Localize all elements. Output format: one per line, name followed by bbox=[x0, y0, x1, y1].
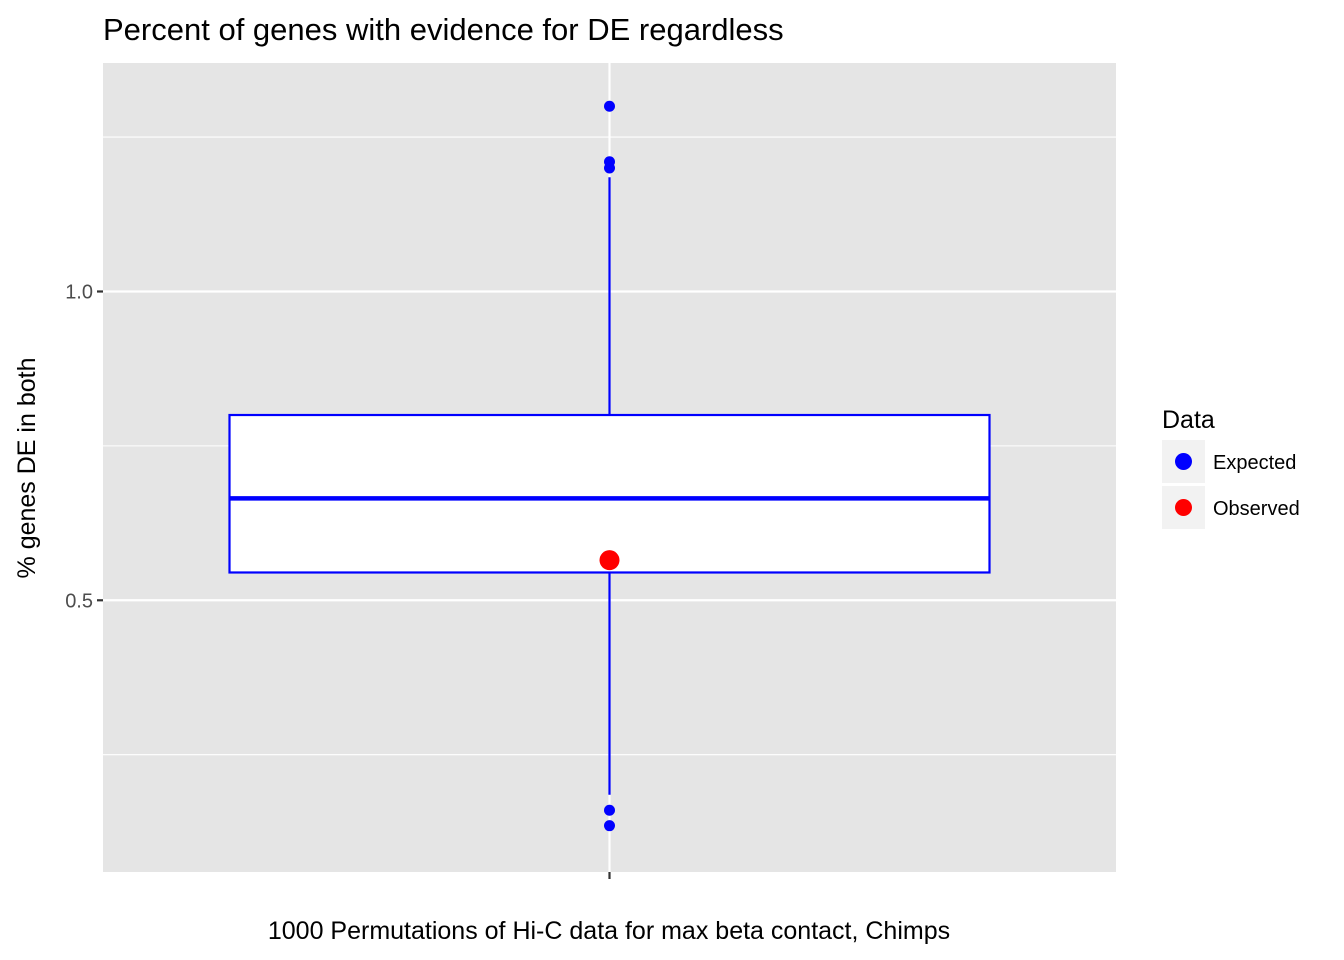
y-axis: 0.5 1.0 bbox=[65, 281, 103, 612]
legend-swatch bbox=[1175, 499, 1192, 516]
boxplot bbox=[228, 177, 991, 795]
outlier-point bbox=[604, 820, 615, 832]
chart-title: Percent of genes with evidence for DE re… bbox=[103, 12, 784, 47]
observed-point bbox=[599, 550, 620, 571]
y-axis-title: % genes DE in both bbox=[13, 358, 41, 579]
x-axis-title: 1000 Permutations of Hi-C data for max b… bbox=[268, 917, 950, 945]
outlier-point bbox=[604, 162, 615, 174]
box bbox=[228, 413, 991, 574]
observed-points bbox=[599, 550, 620, 571]
legend-label: Expected bbox=[1213, 452, 1296, 474]
y-tick-label: 0.5 bbox=[65, 590, 93, 612]
outlier-point bbox=[604, 100, 615, 112]
legend-label: Observed bbox=[1213, 498, 1300, 520]
legend: Data Expected Observed bbox=[1162, 406, 1300, 529]
legend-title: Data bbox=[1162, 406, 1215, 434]
legend-swatch bbox=[1175, 453, 1192, 470]
outlier-point bbox=[604, 804, 615, 816]
y-tick-label: 1.0 bbox=[65, 281, 93, 303]
outlier-points bbox=[604, 100, 615, 832]
